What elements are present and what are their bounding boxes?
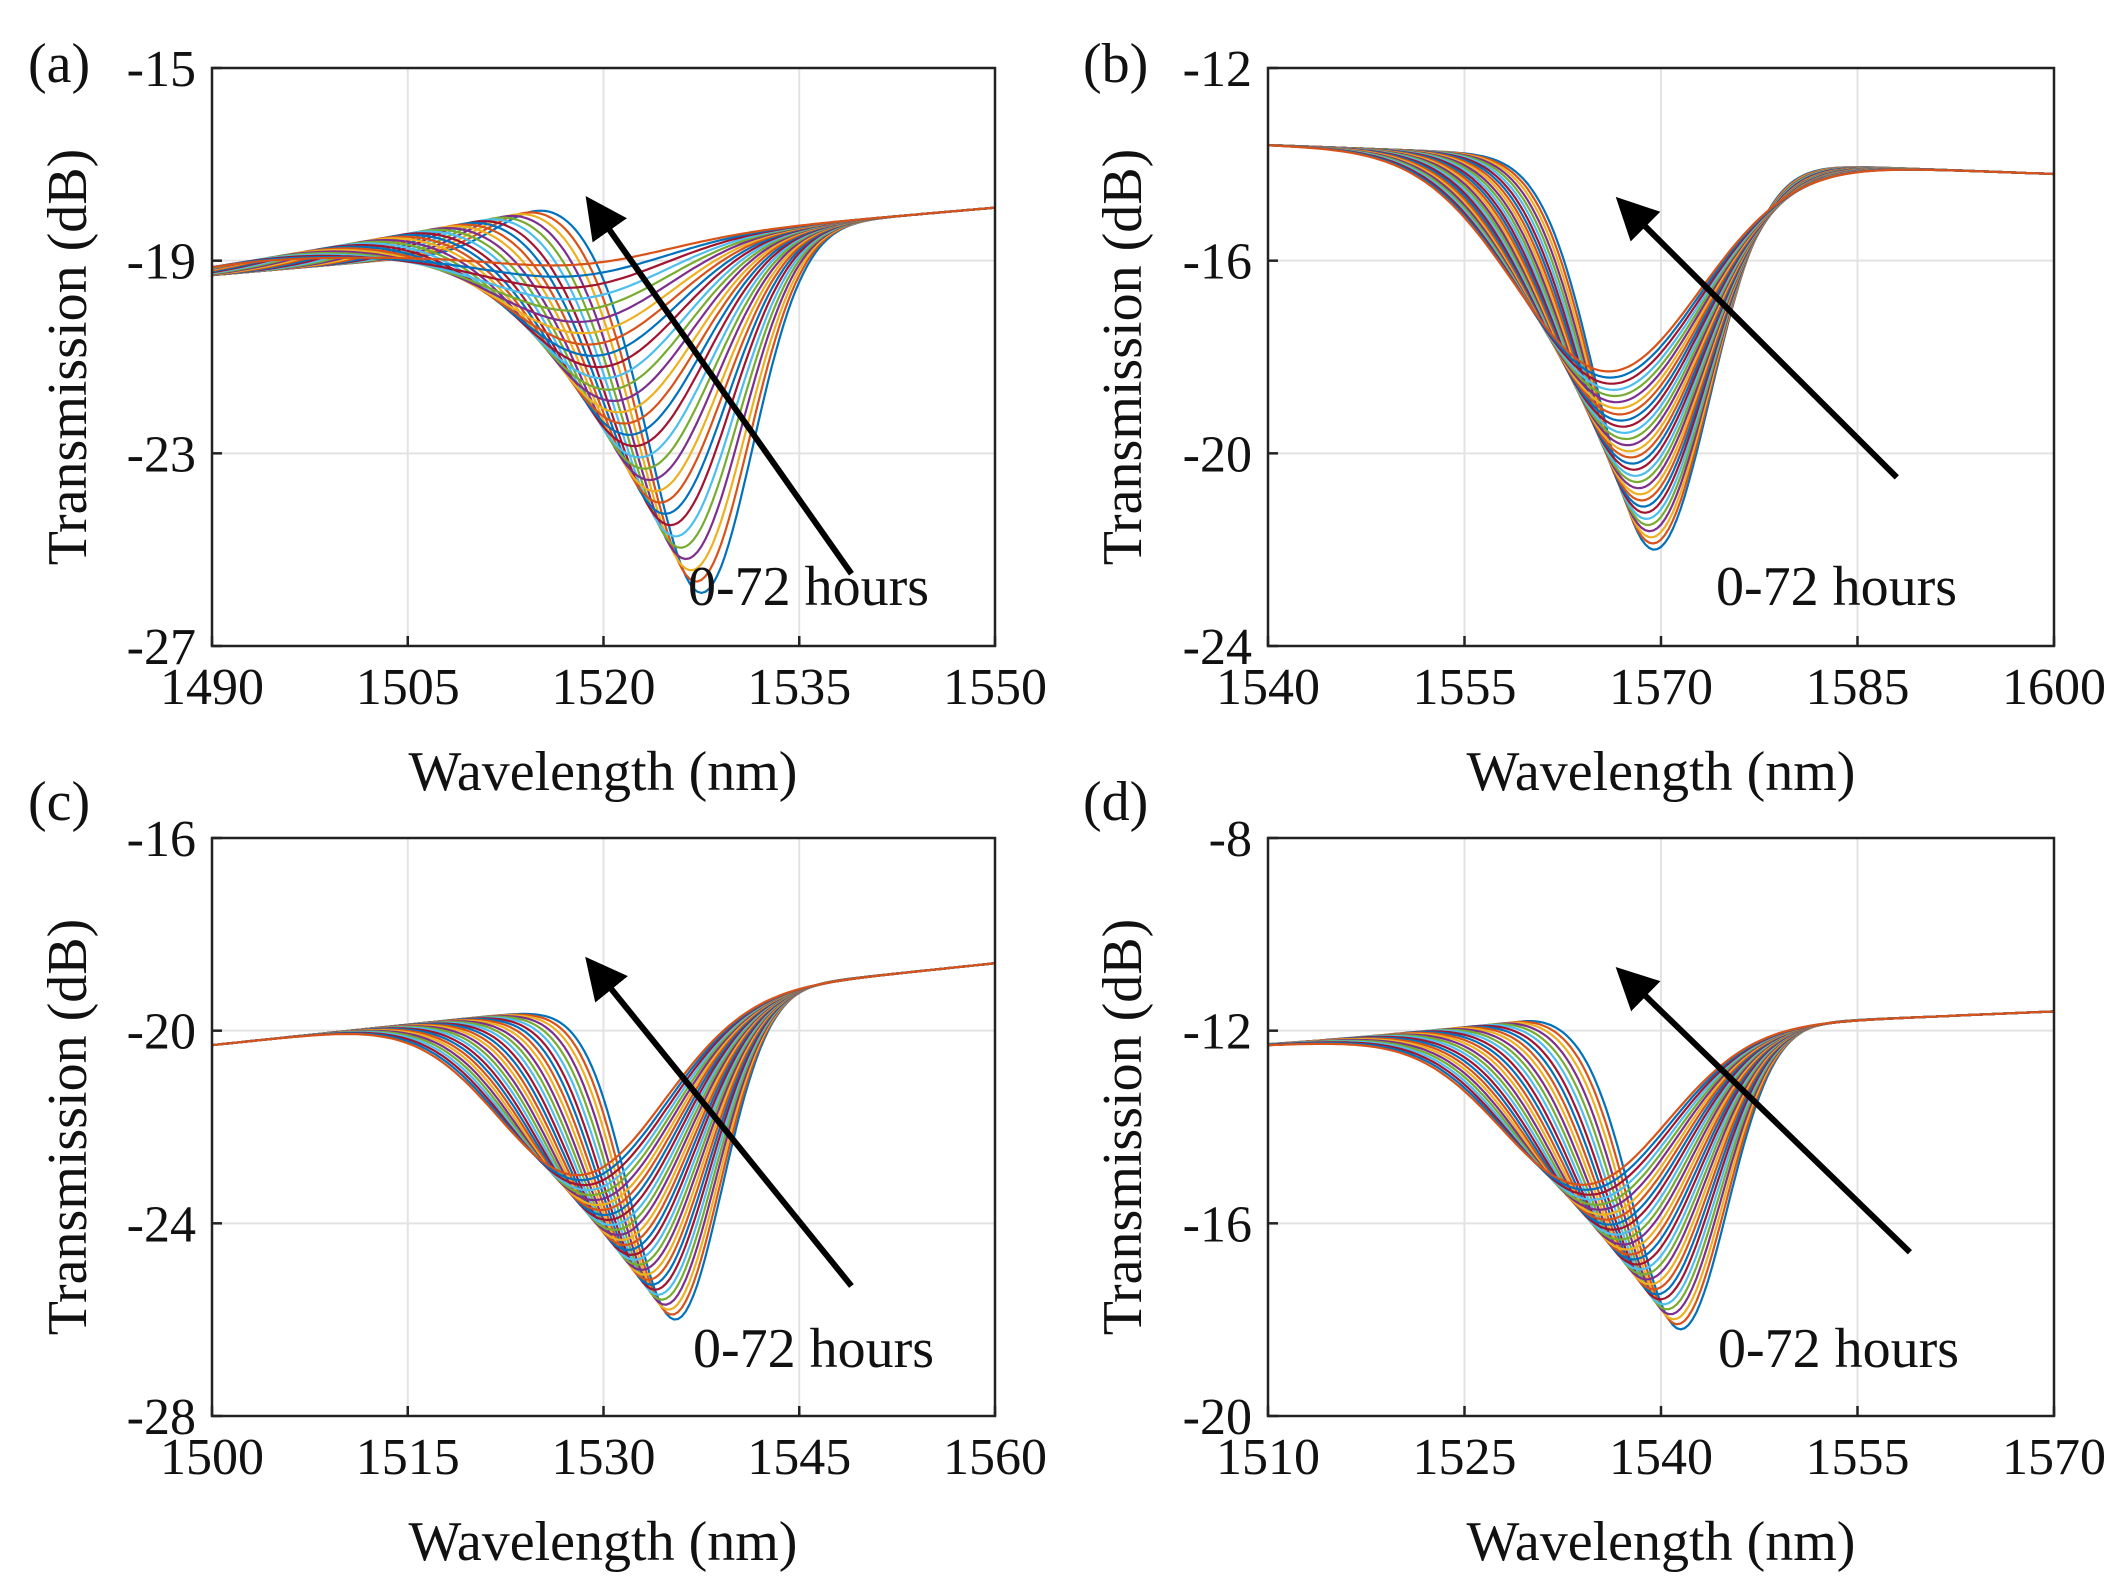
panel-a: (a) 1490 1505 1520 1535 1550 -15 -19 -23 -27 Wav… [28, 33, 1047, 803]
y-tick-label: -23 [127, 426, 196, 483]
y-tick-label: -12 [1183, 41, 1252, 98]
x-tick-label: 1515 [356, 1429, 460, 1486]
y-tick-label: -16 [1183, 234, 1252, 291]
trend-arrow [1615, 196, 1899, 480]
x-tick-label: 1545 [747, 1429, 851, 1486]
x-tick-label: 1540 [1216, 659, 1320, 716]
panel-b: (b) 1540 1555 1570 1585 1600 -12 -16 -20 -24 Wav… [1083, 33, 2106, 803]
y-axis-label: Transmission (dB) [37, 919, 99, 1335]
y-tick-label: -20 [127, 1004, 196, 1061]
x-tick-label: 1555 [1413, 659, 1517, 716]
time-annotation: 0-72 hours [1716, 556, 1957, 618]
y-tick-label: -15 [127, 41, 196, 98]
series-line [211, 962, 996, 1177]
y-tick-label: -16 [1183, 1196, 1252, 1253]
y-axis-label: Transmission (dB) [37, 149, 99, 565]
time-annotation: 0-72 hours [1718, 1318, 1959, 1380]
y-tick-label: -16 [127, 811, 196, 868]
y-tick-label: -28 [127, 1389, 196, 1446]
ticks: 1540 1555 1570 1585 1600 -12 -16 -20 -24 [1183, 41, 2106, 716]
trend-arrow [1615, 967, 1912, 1255]
x-axis-label: Wavelength (nm) [1467, 741, 1856, 803]
x-tick-label: 1540 [1609, 1429, 1713, 1486]
trend-arrow [585, 195, 854, 576]
curves [211, 962, 996, 1321]
ticks: 1500 1515 1530 1545 1560 -16 -20 -24 -28 [127, 811, 1047, 1486]
panel-c: (c) 1500 1515 1530 1545 1560 -16 -20 -24 -28 Wav… [28, 771, 1047, 1573]
trend-arrow [585, 956, 854, 1288]
x-tick-label: 1535 [747, 659, 851, 716]
y-tick-label: -20 [1183, 426, 1252, 483]
x-tick-label: 1600 [2002, 659, 2106, 716]
x-tick-label: 1570 [1609, 659, 1713, 716]
y-tick-label: -8 [1209, 811, 1252, 868]
time-annotation: 0-72 hours [693, 1318, 934, 1380]
curves [211, 206, 996, 595]
x-tick-label: 1490 [160, 659, 264, 716]
y-tick-label: -19 [127, 234, 196, 291]
x-tick-label: 1525 [1413, 1429, 1517, 1486]
x-tick-label: 1585 [1806, 659, 1910, 716]
y-axis-label: Transmission (dB) [1092, 919, 1154, 1335]
x-tick-label: 1520 [552, 659, 656, 716]
x-axis-label: Wavelength (nm) [409, 1511, 798, 1573]
series-line [1267, 1010, 2055, 1186]
x-tick-label: 1510 [1216, 1429, 1320, 1486]
y-tick-label: -27 [127, 619, 196, 676]
x-tick-label: 1555 [1806, 1429, 1910, 1486]
time-annotation: 0-72 hours [688, 556, 929, 618]
y-tick-label: -24 [1183, 619, 1252, 676]
curves [1267, 144, 2055, 551]
ticks: 1490 1505 1520 1535 1550 -15 -19 -23 -27 [127, 41, 1047, 716]
y-tick-label: -12 [1183, 1004, 1252, 1061]
x-tick-label: 1500 [160, 1429, 264, 1486]
panel-d: (d) 1510 1525 1540 1555 1570 -8 -12 -16 -20 Wave… [1083, 771, 2106, 1573]
x-axis-label: Wavelength (nm) [409, 741, 798, 803]
panel-label: (d) [1083, 771, 1148, 833]
ticks: 1510 1525 1540 1555 1570 -8 -12 -16 -20 [1183, 811, 2106, 1486]
panel-label: (c) [28, 771, 90, 833]
series-line [211, 206, 996, 269]
x-tick-label: 1505 [356, 659, 460, 716]
grid [1268, 68, 2054, 646]
y-axis-label: Transmission (dB) [1092, 149, 1154, 565]
x-tick-label: 1570 [2002, 1429, 2106, 1486]
series-line [1267, 144, 2055, 373]
x-tick-label: 1530 [552, 1429, 656, 1486]
y-tick-label: -24 [127, 1196, 196, 1253]
curves [1267, 1010, 2055, 1331]
panel-label: (a) [28, 33, 90, 95]
y-tick-label: -20 [1183, 1389, 1252, 1446]
panel-label: (b) [1083, 33, 1148, 95]
x-axis-label: Wavelength (nm) [1467, 1511, 1856, 1573]
x-tick-label: 1560 [943, 1429, 1047, 1486]
x-tick-label: 1550 [943, 659, 1047, 716]
